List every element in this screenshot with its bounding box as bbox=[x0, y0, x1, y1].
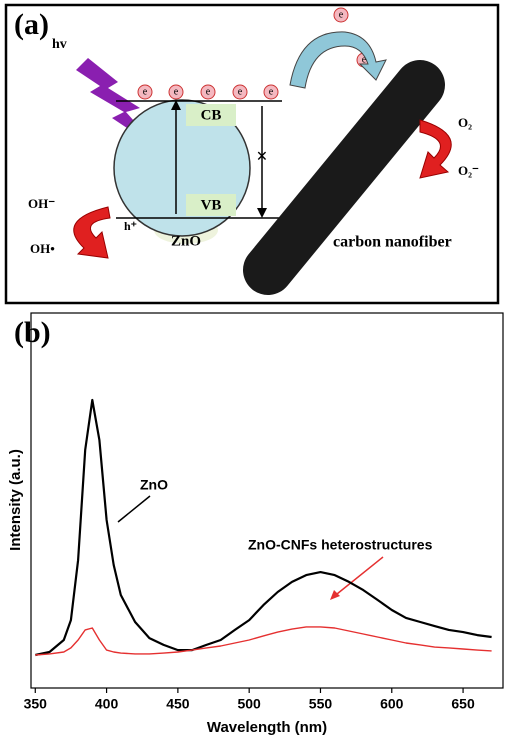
x-axis-label: Wavelength (nm) bbox=[207, 719, 327, 736]
arrow-head bbox=[171, 100, 181, 110]
oxidation-arrow bbox=[73, 206, 111, 259]
hydroxide-label: OH⁻ bbox=[28, 196, 55, 211]
x-tick-label: 500 bbox=[237, 696, 261, 712]
electron-label: e bbox=[269, 86, 274, 97]
cb-box bbox=[186, 104, 236, 126]
electron-label: e bbox=[238, 86, 243, 97]
vb-label: VB bbox=[201, 197, 222, 213]
panel-b: (b) Wavelength (nm) Intensity (a.u.) 350… bbox=[7, 312, 504, 736]
vb-box bbox=[186, 194, 236, 216]
transfer-arrow bbox=[289, 31, 387, 89]
arrow-head bbox=[330, 590, 340, 600]
x-tick-label: 600 bbox=[380, 696, 404, 712]
arrow-head bbox=[257, 208, 267, 218]
electron bbox=[263, 84, 279, 100]
electron bbox=[200, 84, 216, 100]
x-tick-label: 550 bbox=[309, 696, 333, 712]
plot-frame bbox=[30, 312, 504, 689]
x-tick-label: 450 bbox=[166, 696, 190, 712]
electron-label: e bbox=[206, 86, 211, 97]
series-annotation: ZnO-CNFs heterostructures bbox=[248, 537, 433, 553]
panel-label: (a) bbox=[14, 8, 49, 41]
series-line bbox=[35, 398, 492, 657]
series-annotation: ZnO bbox=[140, 477, 168, 493]
electron-label: e bbox=[174, 86, 179, 97]
photon-label: hv bbox=[52, 37, 67, 52]
x-tick-label: 350 bbox=[24, 696, 48, 712]
y-axis-label: Intensity (a.u.) bbox=[7, 449, 24, 551]
hole-label: h⁺ bbox=[124, 219, 137, 233]
carbon-nanofiber bbox=[243, 60, 445, 295]
reduction-arrow bbox=[419, 119, 452, 179]
annotation-arrow bbox=[117, 495, 151, 523]
radical-label: OH• bbox=[30, 241, 55, 256]
electron-label: e bbox=[143, 86, 148, 97]
electron-label: e bbox=[339, 9, 344, 20]
superoxide-label: O₂⁻ bbox=[458, 163, 479, 178]
cnf-label: carbon nanofiber bbox=[333, 234, 452, 251]
panel-a: (a) hv CB VB × h⁺ ZnO e e e e e e bbox=[4, 3, 500, 305]
electron bbox=[168, 84, 184, 100]
x-tick-label: 400 bbox=[95, 696, 119, 712]
annotation-arrow bbox=[331, 556, 384, 599]
series-line bbox=[35, 626, 492, 656]
electron-label: e bbox=[362, 54, 367, 65]
o2-label: O₂ bbox=[458, 115, 472, 130]
cb-label: CB bbox=[201, 107, 222, 123]
electron bbox=[232, 84, 248, 100]
zno-label: ZnO bbox=[171, 233, 201, 249]
electron bbox=[333, 7, 349, 23]
blocked-mark: × bbox=[256, 146, 267, 168]
panel-label: (b) bbox=[14, 316, 51, 349]
x-tick-label: 650 bbox=[451, 696, 475, 712]
electron bbox=[137, 84, 153, 100]
